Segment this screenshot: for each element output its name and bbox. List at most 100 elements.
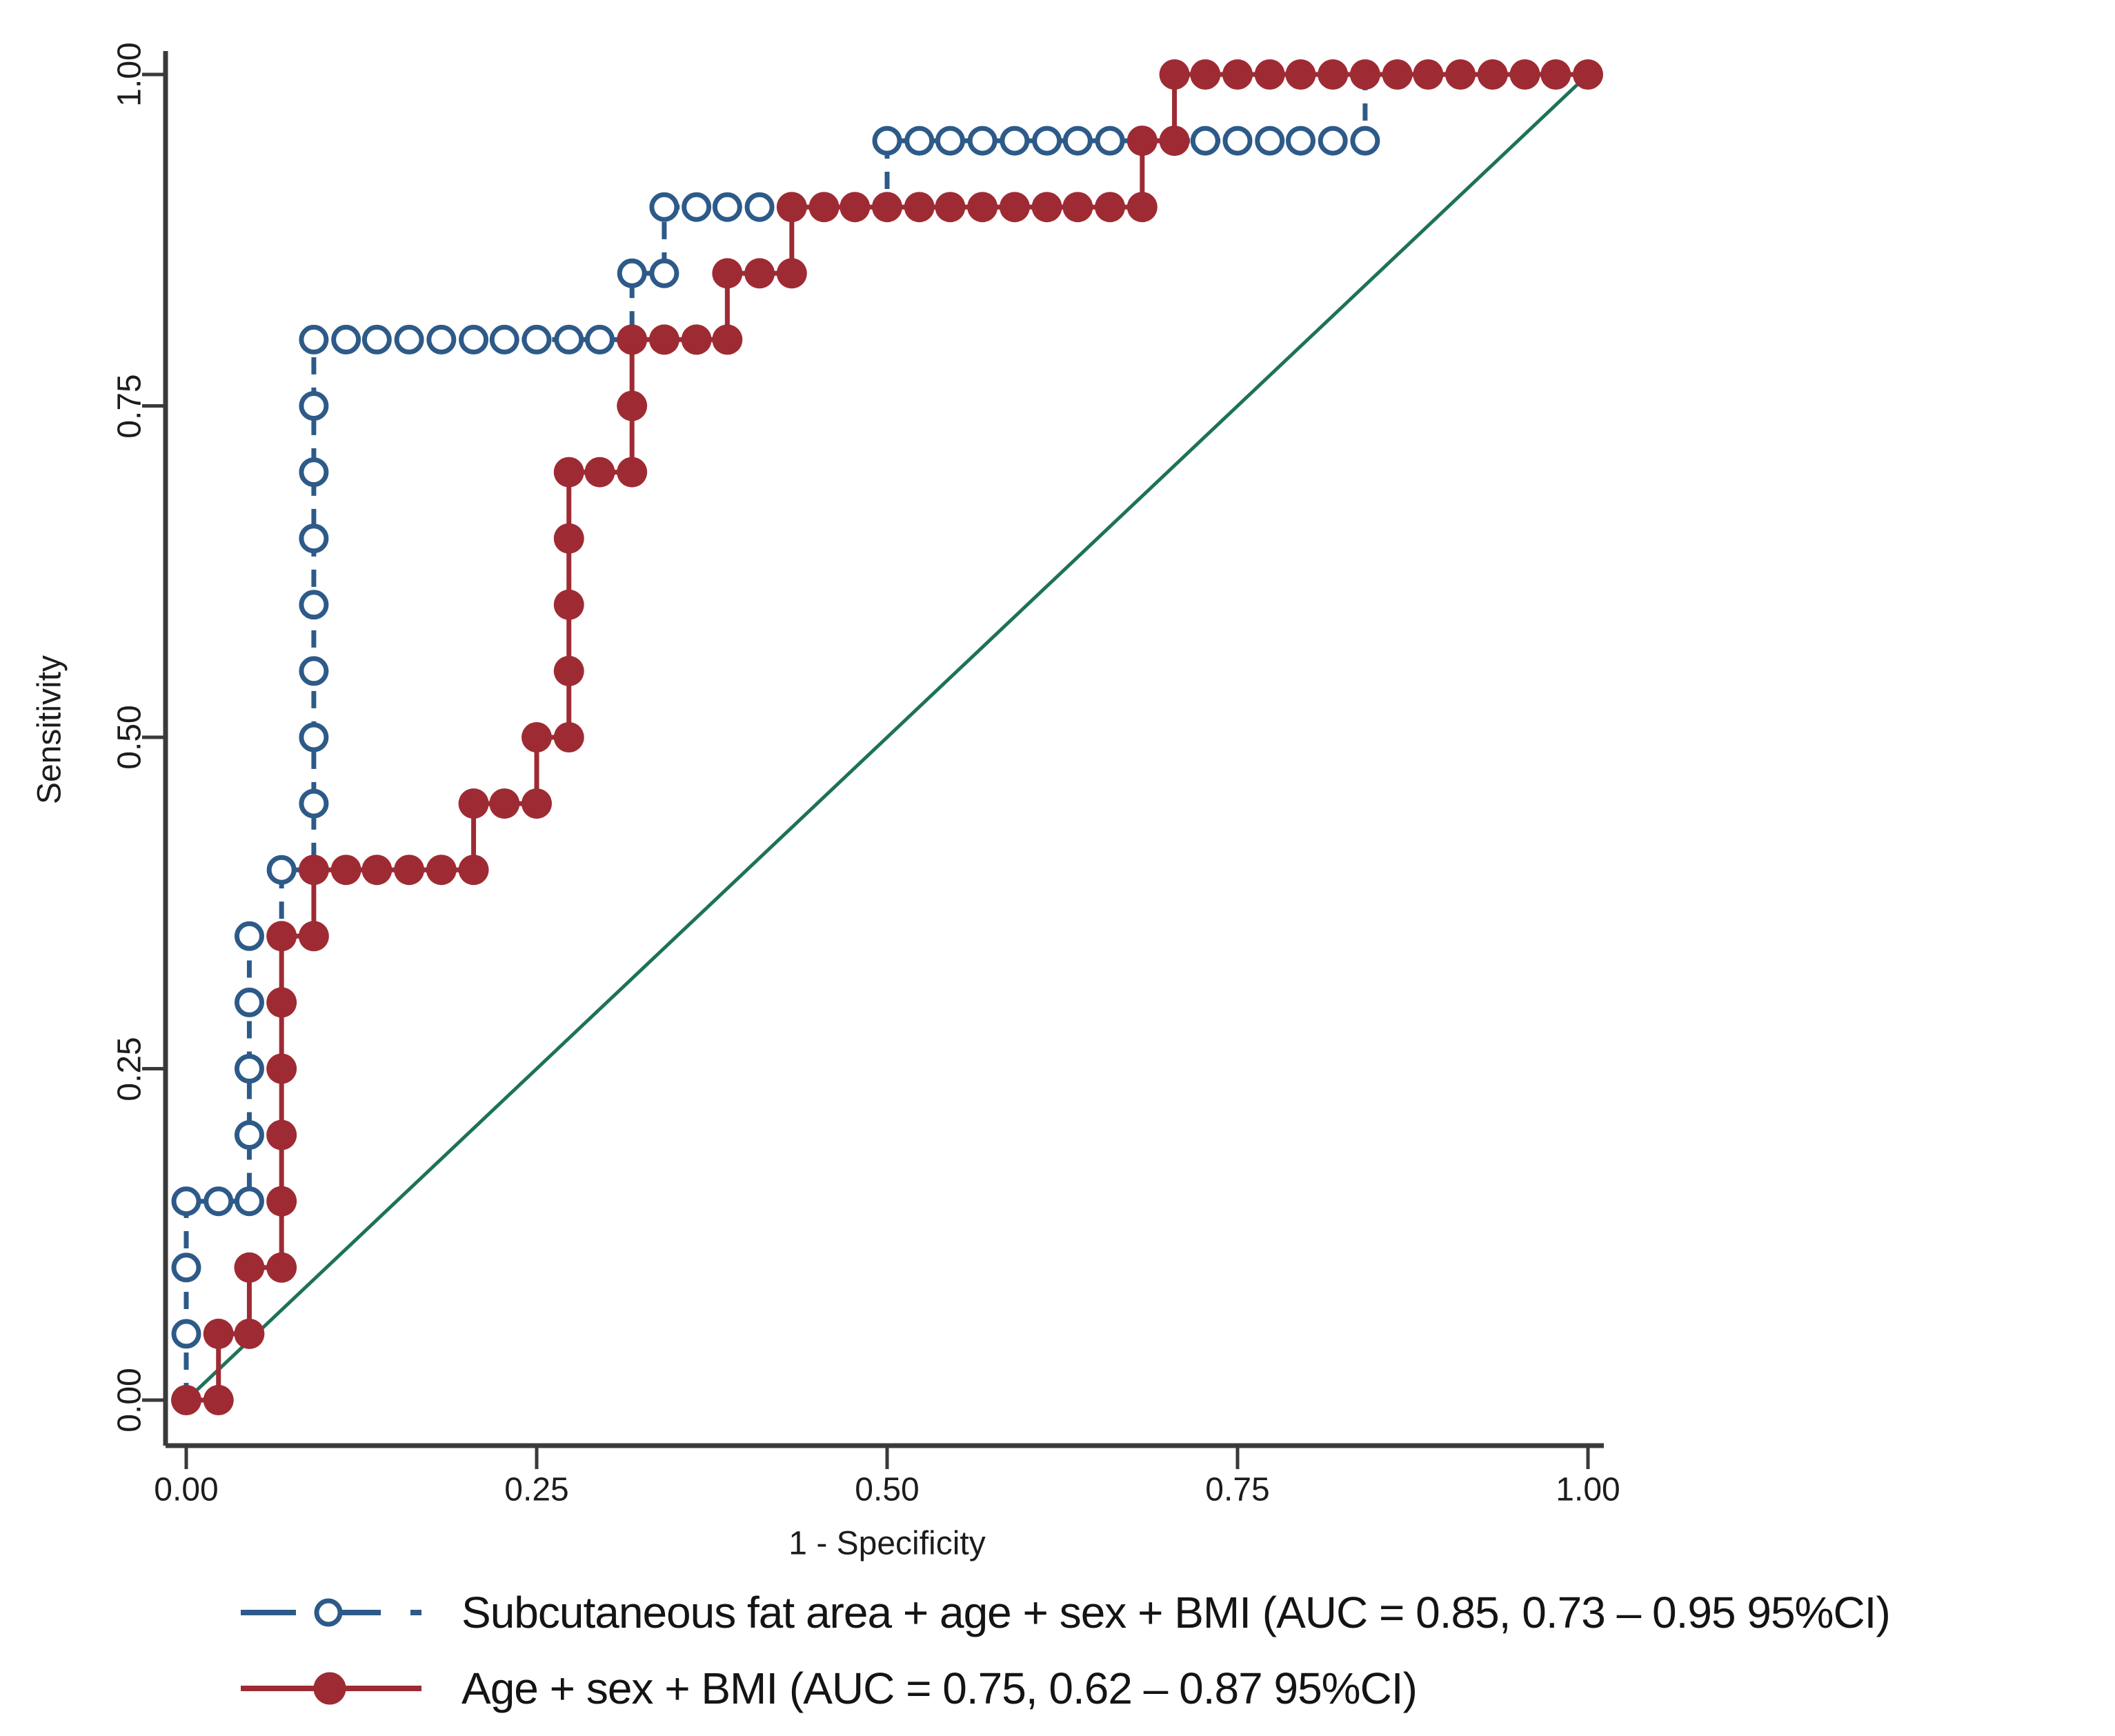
data-point-marker — [459, 324, 489, 355]
data-point-marker — [266, 1252, 297, 1283]
data-point-marker — [617, 258, 647, 288]
data-point-marker — [617, 324, 648, 355]
data-point-marker — [904, 192, 935, 223]
data-point-marker — [234, 987, 264, 1017]
x-tick-label: 0.25 — [504, 1471, 569, 1508]
x-axis-title: 1 - Specificity — [788, 1525, 986, 1562]
data-point-marker — [1222, 59, 1253, 90]
data-point-marker — [299, 656, 329, 686]
data-point-marker — [1062, 126, 1093, 156]
data-point-marker — [1573, 59, 1603, 90]
y-tick-label: 0.00 — [111, 1368, 148, 1433]
data-point-marker — [171, 1319, 201, 1349]
data-point-marker — [584, 457, 615, 488]
data-point-marker — [1159, 126, 1190, 157]
data-point-marker — [967, 126, 997, 156]
data-point-marker — [234, 1318, 265, 1349]
legend-label-age-sex-bmi: Age + sex + BMI (AUC = 0.75, 0.62 – 0.87… — [461, 1664, 1418, 1713]
data-point-marker — [776, 258, 807, 289]
data-point-marker — [1509, 59, 1540, 90]
data-point-marker — [171, 1186, 201, 1217]
data-point-marker — [1382, 59, 1413, 90]
data-point-marker — [234, 1252, 265, 1283]
x-tick-label: 0.75 — [1205, 1471, 1270, 1508]
data-point-marker — [266, 1186, 297, 1217]
data-point-marker — [617, 390, 648, 421]
data-point-marker — [744, 192, 775, 222]
data-point-marker — [489, 788, 520, 819]
data-point-marker — [1350, 126, 1380, 156]
data-point-marker — [553, 523, 584, 554]
data-point-marker — [1190, 59, 1221, 90]
data-point-marker — [234, 1186, 264, 1217]
data-point-marker — [1159, 59, 1190, 90]
data-point-marker — [203, 1186, 234, 1217]
data-point-marker — [1285, 126, 1315, 156]
data-point-marker — [1318, 59, 1349, 90]
data-point-marker — [458, 788, 489, 819]
data-point-marker — [1222, 126, 1253, 156]
y-tick-label: 0.75 — [111, 373, 148, 439]
data-point-marker — [712, 258, 743, 289]
reference-diagonal-line — [185, 73, 1589, 1401]
data-point-marker — [1031, 192, 1062, 223]
data-point-marker — [203, 1385, 234, 1415]
data-point-marker — [584, 324, 615, 355]
data-point-marker — [553, 589, 584, 620]
data-point-marker — [299, 590, 329, 620]
data-point-marker — [1540, 59, 1571, 90]
data-point-marker — [298, 921, 329, 952]
data-point-marker — [394, 855, 425, 886]
data-point-marker — [872, 126, 902, 156]
data-point-marker — [553, 655, 584, 686]
data-point-marker — [1254, 59, 1285, 90]
y-tick-label: 1.00 — [111, 42, 148, 107]
data-point-marker — [553, 722, 584, 752]
data-point-marker — [266, 1053, 297, 1084]
data-point-marker — [840, 192, 871, 223]
data-point-marker — [299, 457, 329, 488]
data-point-marker — [617, 457, 648, 488]
data-point-marker — [522, 722, 552, 752]
dashed-line-open-circle-icon — [241, 1598, 421, 1627]
data-point-marker — [553, 457, 584, 488]
data-point-marker — [331, 324, 361, 355]
data-point-marker — [808, 192, 840, 223]
data-point-marker — [682, 192, 712, 222]
data-point-marker — [744, 258, 775, 289]
y-axis-title: Sensitivity — [31, 655, 68, 805]
data-point-marker — [1255, 126, 1285, 156]
x-tick-label: 0.00 — [154, 1471, 219, 1508]
data-point-marker — [1477, 59, 1508, 90]
data-point-marker — [394, 324, 424, 355]
data-point-marker — [298, 855, 329, 886]
data-point-marker — [522, 788, 552, 819]
data-point-marker — [361, 855, 393, 886]
solid-line-filled-circle-icon — [241, 1672, 421, 1705]
data-point-marker — [266, 987, 297, 1018]
data-point-marker — [1062, 192, 1093, 223]
data-point-marker — [1413, 59, 1444, 90]
legend-entry-age-sex-bmi: Age + sex + BMI (AUC = 0.75, 0.62 – 0.87… — [238, 1664, 1418, 1713]
data-point-marker — [203, 1318, 234, 1349]
data-point-marker — [1349, 59, 1380, 90]
data-point-marker — [299, 788, 329, 819]
data-point-marker — [999, 192, 1030, 223]
data-point-marker — [1445, 59, 1476, 90]
data-point-marker — [1095, 192, 1126, 223]
data-point-marker — [712, 324, 743, 355]
data-point-marker — [522, 324, 552, 355]
data-point-marker — [681, 324, 712, 355]
data-point-marker — [1095, 126, 1125, 156]
data-point-marker — [872, 192, 902, 223]
data-point-marker — [426, 855, 457, 886]
data-point-marker — [935, 126, 965, 156]
data-point-marker — [1285, 59, 1316, 90]
data-point-marker — [299, 722, 329, 752]
data-point-marker — [299, 391, 329, 421]
data-point-marker — [712, 192, 742, 222]
data-point-marker — [489, 324, 519, 355]
data-point-marker — [935, 192, 966, 223]
